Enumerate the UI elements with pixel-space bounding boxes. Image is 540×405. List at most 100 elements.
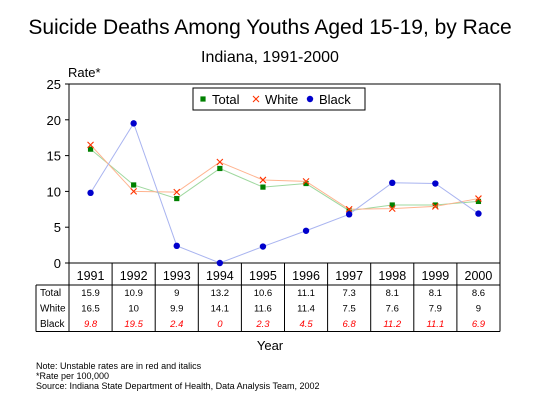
data-point-marker	[475, 198, 482, 205]
legend-label: Black	[319, 92, 351, 107]
table-cell: 11.1	[426, 319, 444, 330]
table-cell: 7.5	[343, 304, 356, 315]
data-point-marker	[431, 203, 439, 210]
table-cell: 13.2	[211, 288, 230, 299]
table-cell: 2.3	[255, 319, 270, 330]
table-cell: 9.9	[170, 304, 183, 315]
x-tick-label: 1995	[249, 269, 277, 283]
legend-item: White	[252, 92, 298, 107]
data-point-marker	[259, 243, 267, 250]
series-line	[90, 144, 479, 210]
x-tick-label: 1991	[77, 269, 105, 283]
table-cell: 8.1	[386, 288, 399, 299]
series-black	[87, 120, 482, 267]
table-row-label: White	[40, 304, 66, 315]
data-point-marker	[87, 141, 94, 149]
x-tick-label: 1997	[335, 269, 363, 283]
legend-frame	[192, 87, 366, 111]
x-axis-label: Year	[257, 338, 284, 353]
note-source: Source: Indiana State Department of Heal…	[36, 381, 320, 391]
note-rate: *Rate per 100,000	[36, 371, 109, 381]
data-point-marker	[475, 195, 482, 202]
data-point-marker	[130, 188, 138, 195]
x-tick-label: 1994	[206, 269, 234, 283]
x-tick-label: 1992	[120, 269, 148, 283]
table-cell: 11.6	[254, 304, 272, 315]
table-cell: 2.4	[169, 319, 183, 330]
series-total	[87, 146, 482, 214]
table-cell: 10.6	[254, 288, 273, 299]
y-tick-label: 10	[47, 184, 61, 199]
legend-label: White	[265, 92, 298, 107]
table-cell: 10	[128, 304, 139, 315]
data-point-marker	[475, 210, 482, 217]
data-point-marker	[260, 184, 266, 190]
table-cell: 7.3	[343, 288, 356, 299]
table-cell: 11.4	[297, 304, 315, 315]
table-cell: 10.9	[124, 288, 143, 299]
y-tick-label: 0	[54, 256, 61, 271]
data-point-marker	[302, 227, 310, 234]
table-cell: 16.5	[81, 304, 100, 315]
x-tick-label: 1998	[378, 269, 406, 283]
data-point-marker	[216, 259, 224, 267]
legend: Total White Black	[192, 87, 366, 111]
legend-item: Black	[306, 92, 351, 107]
series-white	[87, 141, 482, 213]
table-cell: 7.9	[429, 304, 442, 315]
table-cell: 7.6	[386, 304, 399, 315]
data-point-marker	[303, 180, 309, 187]
data-point-marker	[130, 120, 137, 127]
y-tick-label: 15	[47, 149, 61, 164]
data-point-marker	[87, 189, 94, 197]
data-point-marker	[345, 211, 353, 218]
table-cell: 8.6	[472, 288, 485, 299]
table-row-label: Black	[40, 319, 65, 330]
chart-title: Suicide Deaths Among Youths Aged 15-19, …	[28, 16, 511, 39]
table-row-label: Total	[40, 288, 61, 299]
y-tick-label: 25	[47, 77, 61, 92]
table-cell: 19.5	[124, 319, 143, 330]
x-tick-label: 1999	[421, 269, 449, 283]
x-tick-label: 1993	[163, 269, 191, 283]
data-point-marker	[306, 95, 314, 103]
legend-item: Total	[200, 92, 240, 107]
table-cell: 4.5	[299, 319, 313, 330]
plot-area-frame	[68, 83, 501, 264]
data-point-marker	[432, 202, 438, 208]
data-point-marker	[131, 182, 137, 188]
data-point-marker	[200, 96, 206, 102]
data-point-marker	[389, 179, 396, 187]
table-cell: 11.1	[297, 288, 315, 299]
data-point-marker	[174, 195, 180, 202]
data-point-marker	[217, 165, 223, 172]
series-line	[90, 122, 479, 264]
table-cell: 9.8	[84, 319, 98, 330]
table-cell: 0	[217, 319, 223, 330]
y-tick-label: 20	[47, 113, 61, 128]
table-cell: 11.2	[383, 319, 402, 330]
data-point-marker	[173, 242, 180, 250]
x-tick-label: 1996	[292, 269, 320, 283]
data-point-marker	[216, 158, 224, 166]
table-cell: 6.9	[472, 319, 486, 330]
table-cell: 8.1	[429, 288, 442, 299]
chart-body: 0 5 10 15 20 25 1991 1992 1993 1994 1995 1996 1997 19…	[35, 77, 501, 332]
data-point-marker	[345, 205, 353, 213]
y-axis-label: Rate*	[68, 65, 101, 80]
data-point-marker	[388, 205, 396, 212]
table-cell: 14.1	[211, 304, 230, 315]
chart-subtitle: Indiana, 1991-2000	[201, 49, 339, 66]
data-point-marker	[252, 95, 260, 103]
x-tick-label: 2000	[465, 269, 493, 283]
table-cell: 9	[174, 288, 179, 299]
table-cell: 15.9	[81, 288, 100, 299]
data-point-marker	[302, 177, 310, 185]
data-point-marker	[87, 146, 94, 152]
legend-label: Total	[212, 92, 240, 107]
y-tick-label: 5	[54, 220, 61, 235]
series-line	[90, 148, 479, 212]
table-cell: 6.8	[343, 319, 357, 330]
data-point-marker	[173, 188, 181, 196]
